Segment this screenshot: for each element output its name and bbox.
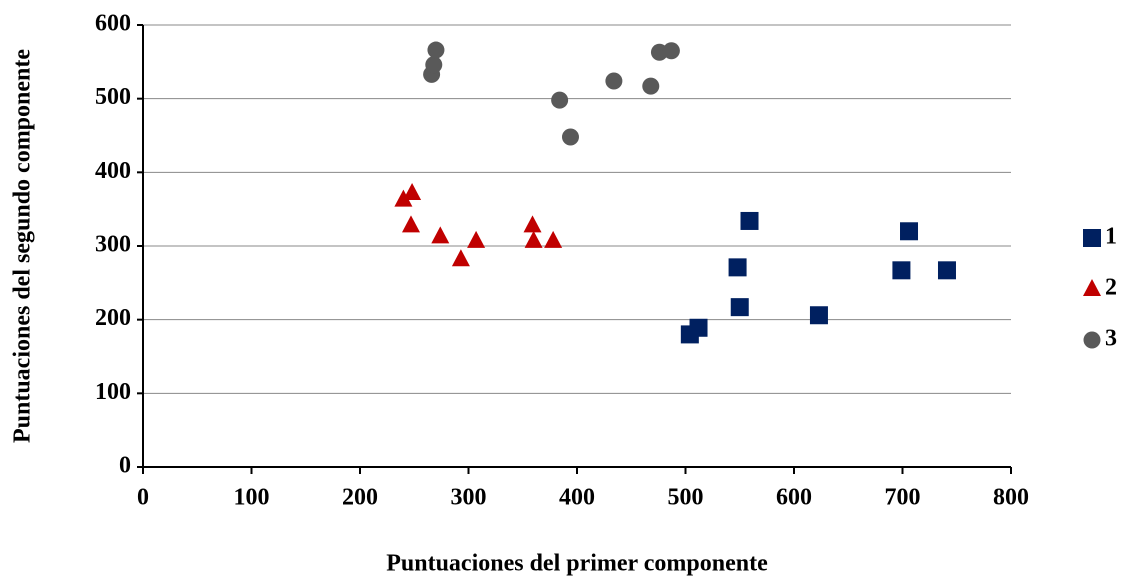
point xyxy=(403,182,422,200)
point xyxy=(662,42,680,60)
y-tick-label: 200 xyxy=(95,305,131,331)
point xyxy=(431,226,450,244)
point xyxy=(394,189,413,207)
point xyxy=(427,41,445,59)
y-tick-label: 300 xyxy=(95,232,131,258)
legend-label: 2 xyxy=(1105,275,1117,301)
legend-marker xyxy=(1083,279,1101,296)
point xyxy=(937,261,956,280)
x-tick-label: 400 xyxy=(559,485,595,511)
point xyxy=(523,215,542,233)
point xyxy=(900,222,919,241)
legend-label: 3 xyxy=(1105,326,1117,352)
legend-marker xyxy=(1083,331,1101,349)
y-tick-label: 400 xyxy=(95,158,131,184)
x-tick-label: 200 xyxy=(342,485,378,511)
x-tick-label: 500 xyxy=(668,485,704,511)
point xyxy=(451,249,470,267)
point xyxy=(425,56,443,74)
point xyxy=(605,72,623,90)
point xyxy=(689,318,708,337)
x-tick-label: 800 xyxy=(993,485,1029,511)
x-tick-label: 700 xyxy=(885,485,921,511)
point xyxy=(561,128,579,146)
y-tick-label: 0 xyxy=(119,453,131,479)
y-tick-label: 600 xyxy=(95,11,131,37)
point xyxy=(740,211,759,230)
legend-label: 1 xyxy=(1105,224,1117,250)
x-axis-title: Puntuaciones del primer componente xyxy=(386,551,768,577)
point xyxy=(551,91,569,109)
point xyxy=(401,215,420,233)
x-tick-label: 0 xyxy=(137,485,149,511)
point xyxy=(892,261,911,280)
point xyxy=(524,230,543,248)
point xyxy=(728,258,747,277)
point xyxy=(544,230,563,248)
y-tick-label: 500 xyxy=(95,84,131,110)
x-tick-label: 600 xyxy=(776,485,812,511)
point xyxy=(809,306,828,325)
y-axis-title: Puntuaciones del segundo componente xyxy=(10,49,36,443)
legend-marker xyxy=(1083,229,1101,247)
x-tick-label: 300 xyxy=(451,485,487,511)
point xyxy=(467,230,486,248)
x-tick-label: 100 xyxy=(234,485,270,511)
point xyxy=(642,77,660,95)
y-tick-label: 100 xyxy=(95,379,131,405)
point xyxy=(730,298,749,317)
